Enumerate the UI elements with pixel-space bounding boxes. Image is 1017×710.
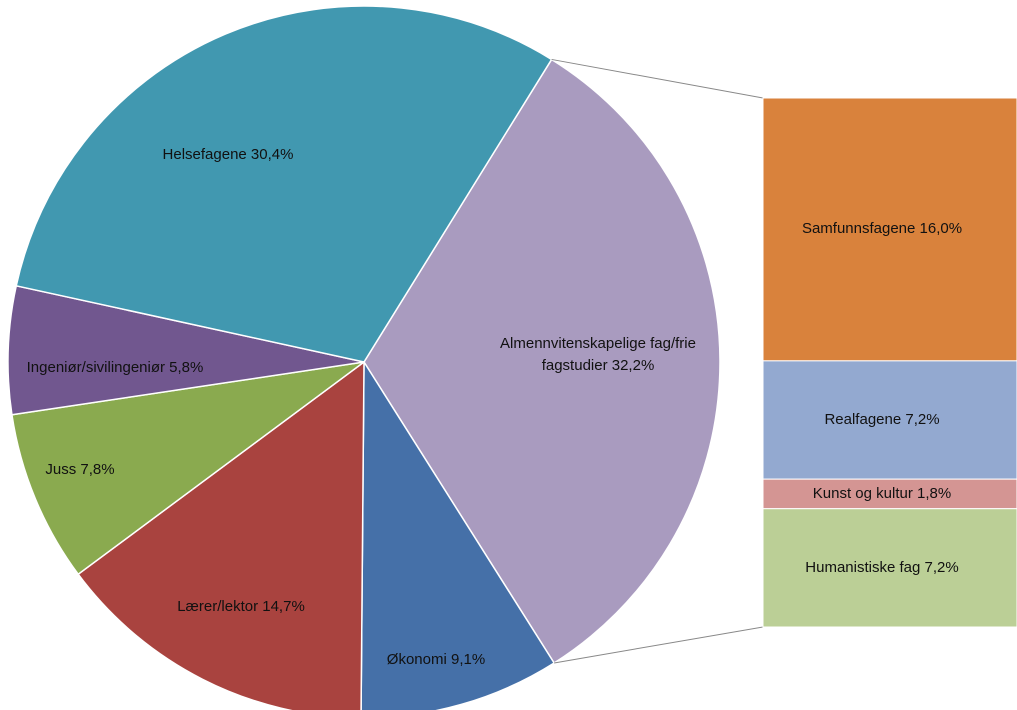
bar-segment: [762, 508, 1017, 628]
slice-label: Almennvitenskapelige fag/frie fagstudier…: [500, 335, 696, 374]
bar-label: Samfunnsfagene 16,0%: [801, 220, 963, 238]
bar-segment: [762, 478, 1017, 510]
slice-label: Helsefagene 30,4%: [162, 146, 294, 163]
bar-segment: [762, 97, 1017, 362]
pie-slice: [15, 5, 553, 363]
slice-label: Ingeniør/sivilingeniør 5,8%: [26, 359, 204, 376]
pie-slice: [11, 361, 365, 576]
slice-label: Lærer/lektor 14,7%: [177, 598, 305, 615]
pie-slice: [363, 58, 721, 665]
pie-slice: [7, 284, 365, 416]
slice-label: Økonomi 9,1%: [386, 651, 486, 668]
slice-label: Juss 7,8%: [45, 461, 115, 478]
bar-label: Realfagene 7,2%: [824, 411, 940, 428]
pie-slice: [77, 360, 365, 710]
pie-slice: [360, 359, 556, 710]
bar-label: Kunst og kultur 1,8%: [812, 484, 952, 502]
bar-label: Humanistiske fag 7,2%: [805, 558, 959, 576]
connector-line: [551, 58, 764, 99]
connector-line: [554, 626, 764, 664]
